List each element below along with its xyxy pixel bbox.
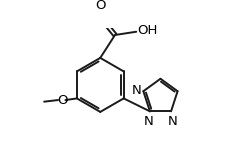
Text: OH: OH xyxy=(137,24,157,37)
Text: N: N xyxy=(168,115,178,128)
Text: O: O xyxy=(95,0,105,12)
Text: N: N xyxy=(144,115,154,128)
Text: N: N xyxy=(132,84,142,97)
Text: O: O xyxy=(57,93,67,107)
